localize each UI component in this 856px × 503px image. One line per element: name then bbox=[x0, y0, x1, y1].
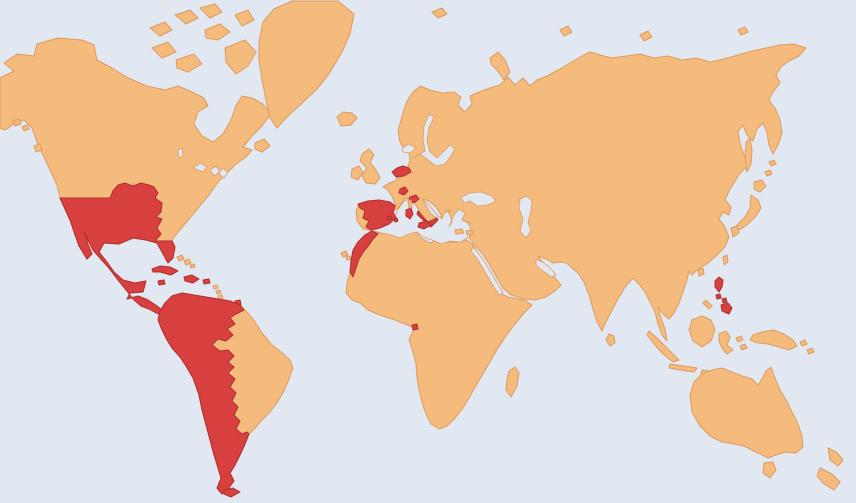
aleutian-islet-2 bbox=[21, 124, 30, 132]
inland-waters bbox=[177, 113, 557, 296]
region-western-south-america bbox=[157, 292, 250, 495]
antilles-islet-3 bbox=[217, 294, 224, 300]
black-sea bbox=[460, 191, 497, 207]
antilles-islet-2 bbox=[215, 289, 222, 295]
arctic-island-1 bbox=[149, 21, 173, 37]
australia-landmass bbox=[689, 366, 804, 459]
canary-islet-1 bbox=[340, 250, 349, 258]
region-spain bbox=[357, 199, 397, 231]
arctic-island-5 bbox=[234, 9, 255, 27]
honshu-island bbox=[734, 194, 762, 232]
solomon-islet-1 bbox=[799, 339, 808, 347]
vancouver-island bbox=[33, 143, 43, 153]
region-jamaica bbox=[157, 279, 166, 286]
region-equatorial-guinea bbox=[411, 323, 419, 331]
caspian-sea bbox=[518, 195, 533, 239]
highlighted-territories bbox=[59, 165, 733, 498]
wrangel-islet bbox=[737, 26, 749, 36]
borneo-island bbox=[688, 315, 716, 348]
region-hispaniola bbox=[183, 274, 200, 284]
palawan-island bbox=[702, 299, 713, 310]
region-southern-italy bbox=[416, 210, 439, 228]
antilles-islet-1 bbox=[212, 284, 219, 290]
cyprus-island bbox=[465, 229, 474, 236]
region-philippines-luzon bbox=[714, 276, 724, 293]
new-zealand-north-island bbox=[827, 447, 844, 467]
red-sea bbox=[470, 246, 504, 296]
svalbard-island bbox=[431, 7, 448, 19]
bahamas-islet-3 bbox=[189, 263, 196, 269]
solomon-islet-2 bbox=[806, 347, 815, 355]
region-balearic-islet-2 bbox=[393, 217, 399, 223]
region-tierra-del-fuego bbox=[223, 487, 241, 498]
canary-islet-2 bbox=[345, 255, 352, 261]
hokkaido-island bbox=[753, 179, 767, 193]
region-western-north-america-mexico bbox=[59, 182, 176, 315]
java-island bbox=[668, 363, 698, 373]
region-puerto-rico bbox=[202, 278, 211, 285]
kuril-islet-1 bbox=[768, 159, 777, 167]
sumatra-island bbox=[646, 330, 680, 363]
tasmania-island bbox=[762, 461, 777, 479]
bahamas-islet-1 bbox=[176, 254, 185, 262]
eurasia-landmass bbox=[355, 43, 807, 342]
severnaya-zemlya-islet bbox=[559, 25, 573, 37]
sri-lanka-island bbox=[605, 333, 616, 347]
overlay-islands bbox=[407, 199, 474, 236]
moluccas-islet-1 bbox=[735, 335, 744, 343]
landmasses bbox=[0, 0, 844, 495]
iceland-island bbox=[336, 111, 358, 127]
region-morocco-western-sahara bbox=[349, 230, 379, 278]
aleutian-islet-1 bbox=[12, 118, 22, 127]
sakhalin-island bbox=[744, 137, 753, 173]
corsica-island bbox=[407, 199, 413, 209]
baltic-sea bbox=[411, 113, 456, 167]
persian-gulf bbox=[535, 258, 557, 278]
region-sardinia bbox=[405, 207, 414, 220]
africa-landmass bbox=[345, 230, 533, 430]
newfoundland-island bbox=[254, 138, 271, 153]
ireland-island bbox=[350, 165, 364, 181]
new-guinea-island bbox=[749, 329, 798, 351]
sulawesi-island bbox=[718, 330, 734, 355]
baffin-island bbox=[224, 39, 257, 75]
kyushu-island bbox=[730, 225, 740, 238]
novaya-zemlya-island bbox=[489, 51, 511, 81]
new-siberian-islet bbox=[639, 30, 653, 42]
region-philippines-visayas-2 bbox=[721, 297, 728, 304]
region-philippines-mindanao bbox=[720, 302, 733, 315]
victoria-island bbox=[175, 53, 203, 73]
hainan-island bbox=[697, 267, 705, 277]
kuril-islet-2 bbox=[764, 169, 773, 177]
moluccas-islet-2 bbox=[739, 343, 748, 351]
lake-erie-ontario bbox=[218, 167, 229, 179]
skagerrak-strait bbox=[401, 143, 417, 154]
arctic-island-4 bbox=[204, 23, 231, 41]
taiwan-island bbox=[722, 254, 729, 266]
greenland-landmass bbox=[258, 0, 355, 129]
new-zealand-south-island bbox=[816, 467, 841, 491]
lake-superior bbox=[192, 162, 208, 173]
bahamas-islet-2 bbox=[183, 258, 192, 266]
region-sicily bbox=[417, 220, 432, 230]
lake-winnipeg bbox=[177, 147, 184, 159]
madagascar-island bbox=[505, 366, 520, 398]
great-britain-island bbox=[359, 148, 381, 185]
region-franche-comte bbox=[398, 186, 409, 196]
region-philippines-visayas-1 bbox=[715, 293, 722, 300]
region-cuba bbox=[151, 265, 179, 276]
arctic-island-6 bbox=[151, 41, 177, 59]
arctic-island-2 bbox=[174, 9, 199, 25]
crete-island bbox=[454, 228, 465, 235]
arctic-island-3 bbox=[199, 3, 223, 19]
region-balearic-islet-1 bbox=[386, 215, 393, 221]
region-netherlands-belgium bbox=[391, 165, 412, 178]
